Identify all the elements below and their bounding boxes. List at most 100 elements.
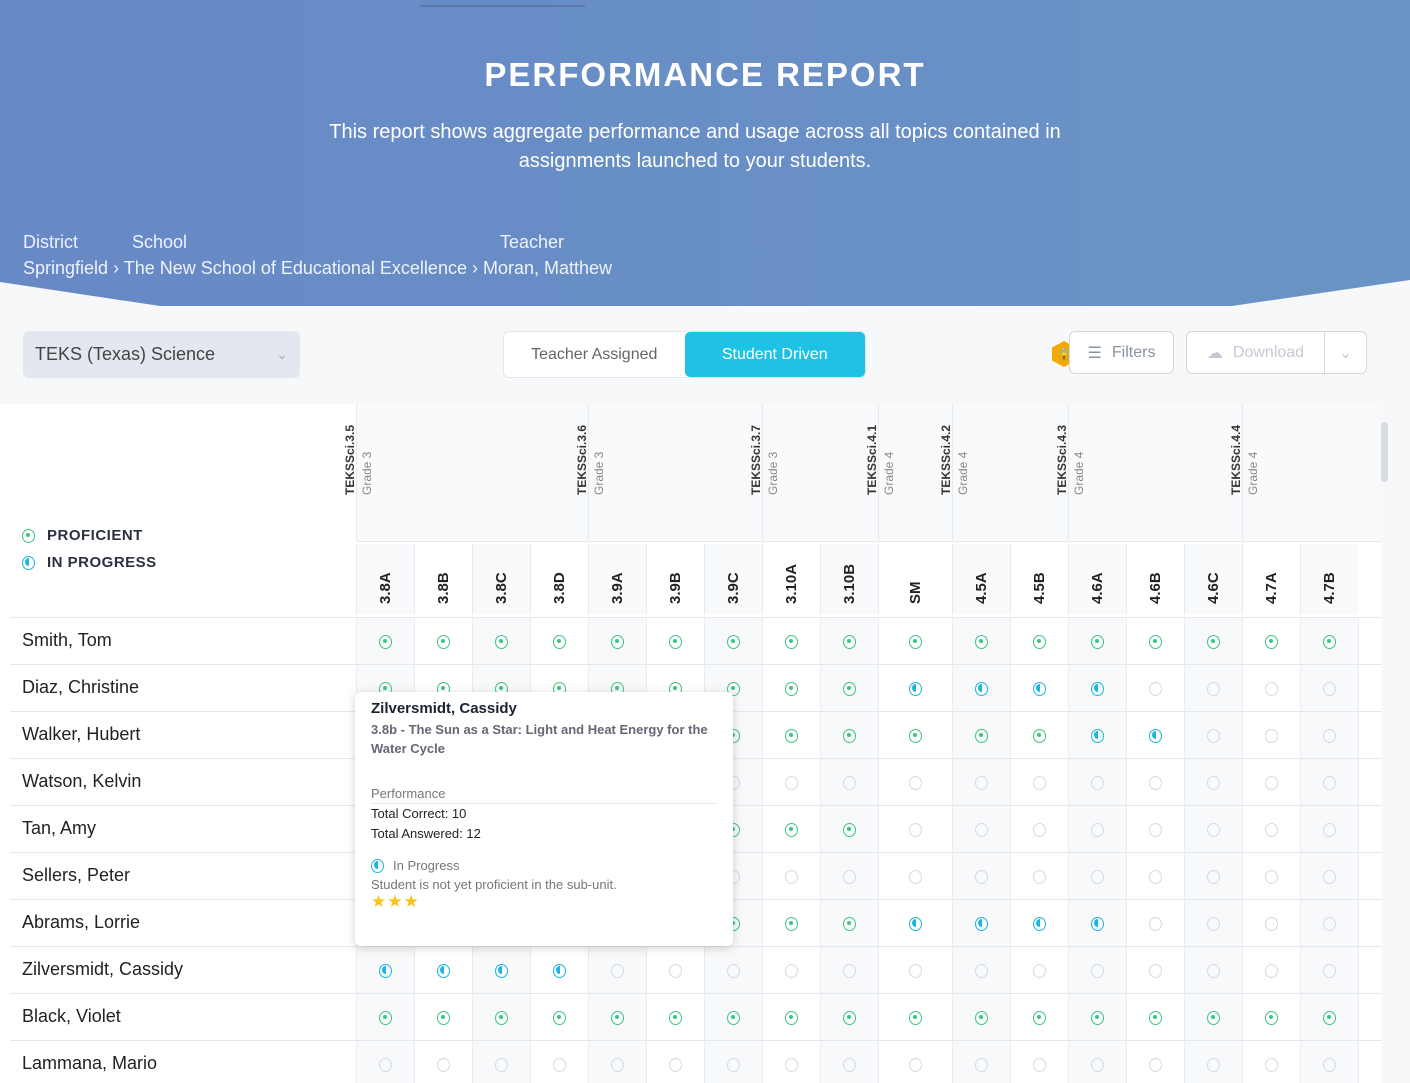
score-cell[interactable] <box>1358 712 1382 759</box>
score-cell[interactable] <box>704 994 762 1041</box>
score-cell[interactable] <box>1126 665 1184 712</box>
student-name[interactable]: Abrams, Lorrie <box>22 912 141 932</box>
score-cell[interactable] <box>820 618 878 665</box>
score-cell[interactable] <box>356 1041 414 1083</box>
score-cell[interactable] <box>1126 900 1184 947</box>
score-cell[interactable] <box>1358 618 1382 665</box>
score-cell[interactable] <box>820 665 878 712</box>
score-cell[interactable] <box>952 947 1010 994</box>
column-header[interactable]: 4.7A <box>1242 544 1300 614</box>
column-header[interactable]: 3.10B <box>820 544 878 614</box>
score-cell[interactable] <box>1300 853 1358 900</box>
score-cell[interactable] <box>1126 806 1184 853</box>
score-cell[interactable] <box>1184 947 1242 994</box>
score-cell[interactable] <box>878 994 952 1041</box>
standard-select[interactable]: TEKS (Texas) Science ⌄ <box>23 331 300 378</box>
score-cell[interactable] <box>762 712 820 759</box>
score-cell[interactable] <box>588 994 646 1041</box>
score-cell[interactable] <box>1300 759 1358 806</box>
tab-student-driven[interactable]: Student Driven <box>684 332 865 377</box>
student-name[interactable]: Lammana, Mario <box>22 1053 158 1073</box>
score-cell[interactable] <box>646 618 704 665</box>
score-cell[interactable] <box>1300 712 1358 759</box>
score-cell[interactable] <box>1010 947 1068 994</box>
score-cell[interactable] <box>952 900 1010 947</box>
column-header[interactable]: 3.8A <box>356 544 414 614</box>
score-cell[interactable] <box>1184 618 1242 665</box>
score-cell[interactable] <box>1126 994 1184 1041</box>
score-cell[interactable] <box>1010 618 1068 665</box>
score-cell[interactable] <box>1010 759 1068 806</box>
score-cell[interactable] <box>1010 1041 1068 1083</box>
score-cell[interactable] <box>1242 618 1300 665</box>
score-cell[interactable] <box>952 712 1010 759</box>
score-cell[interactable] <box>530 994 588 1041</box>
score-cell[interactable] <box>1010 853 1068 900</box>
score-cell[interactable] <box>1126 853 1184 900</box>
breadcrumb-district[interactable]: Springfield <box>23 258 109 278</box>
score-cell[interactable] <box>1126 759 1184 806</box>
score-cell[interactable] <box>1358 900 1382 947</box>
score-cell[interactable] <box>1126 712 1184 759</box>
score-cell[interactable] <box>762 665 820 712</box>
score-cell[interactable] <box>762 618 820 665</box>
score-cell[interactable] <box>1068 618 1126 665</box>
score-cell[interactable] <box>472 947 530 994</box>
score-cell[interactable] <box>1184 994 1242 1041</box>
score-cell[interactable] <box>1358 806 1382 853</box>
score-cell[interactable] <box>1068 665 1126 712</box>
score-cell[interactable] <box>414 1041 472 1083</box>
score-cell[interactable] <box>414 947 472 994</box>
score-cell[interactable] <box>530 618 588 665</box>
score-cell[interactable] <box>1184 712 1242 759</box>
download-button[interactable]: ☁ Download ⌄ <box>1186 331 1367 374</box>
score-cell[interactable] <box>1242 665 1300 712</box>
score-cell[interactable] <box>1300 806 1358 853</box>
score-cell[interactable] <box>1010 994 1068 1041</box>
score-cell[interactable] <box>820 853 878 900</box>
score-cell[interactable] <box>1242 759 1300 806</box>
score-cell[interactable] <box>1126 618 1184 665</box>
score-cell[interactable] <box>1184 853 1242 900</box>
score-cell[interactable] <box>820 1041 878 1083</box>
score-cell[interactable] <box>1010 712 1068 759</box>
column-header[interactable]: 4.7B <box>1300 544 1358 614</box>
student-name[interactable]: Tan, Amy <box>22 818 97 838</box>
score-cell[interactable] <box>878 665 952 712</box>
column-header[interactable]: 3.10A <box>762 544 820 614</box>
score-cell[interactable] <box>1358 1041 1382 1083</box>
score-cell[interactable] <box>356 947 414 994</box>
score-cell[interactable] <box>414 994 472 1041</box>
score-cell[interactable] <box>878 618 952 665</box>
score-cell[interactable] <box>1242 900 1300 947</box>
score-cell[interactable] <box>1010 806 1068 853</box>
score-cell[interactable] <box>414 618 472 665</box>
score-cell[interactable] <box>762 900 820 947</box>
score-cell[interactable] <box>1358 947 1382 994</box>
score-cell[interactable] <box>952 853 1010 900</box>
score-cell[interactable] <box>1242 806 1300 853</box>
score-cell[interactable] <box>878 853 952 900</box>
score-cell[interactable] <box>1126 947 1184 994</box>
student-name[interactable]: Diaz, Christine <box>22 677 140 697</box>
score-cell[interactable] <box>1068 712 1126 759</box>
score-cell[interactable] <box>1242 1041 1300 1083</box>
score-cell[interactable] <box>762 759 820 806</box>
column-header[interactable]: 4.6A <box>1068 544 1126 614</box>
score-cell[interactable] <box>1242 853 1300 900</box>
score-cell[interactable] <box>878 806 952 853</box>
score-cell[interactable] <box>530 1041 588 1083</box>
score-cell[interactable] <box>878 712 952 759</box>
column-header[interactable]: 3.8D <box>530 544 588 614</box>
score-cell[interactable] <box>1184 759 1242 806</box>
score-cell[interactable] <box>952 618 1010 665</box>
score-cell[interactable] <box>530 947 588 994</box>
column-header[interactable]: 3.9C <box>704 544 762 614</box>
score-cell[interactable] <box>1184 806 1242 853</box>
breadcrumb-teacher[interactable]: Moran, Matthew <box>483 258 613 278</box>
score-cell[interactable] <box>1358 665 1382 712</box>
score-cell[interactable] <box>1300 947 1358 994</box>
score-cell[interactable] <box>1068 853 1126 900</box>
score-cell[interactable] <box>952 759 1010 806</box>
score-cell[interactable] <box>820 994 878 1041</box>
